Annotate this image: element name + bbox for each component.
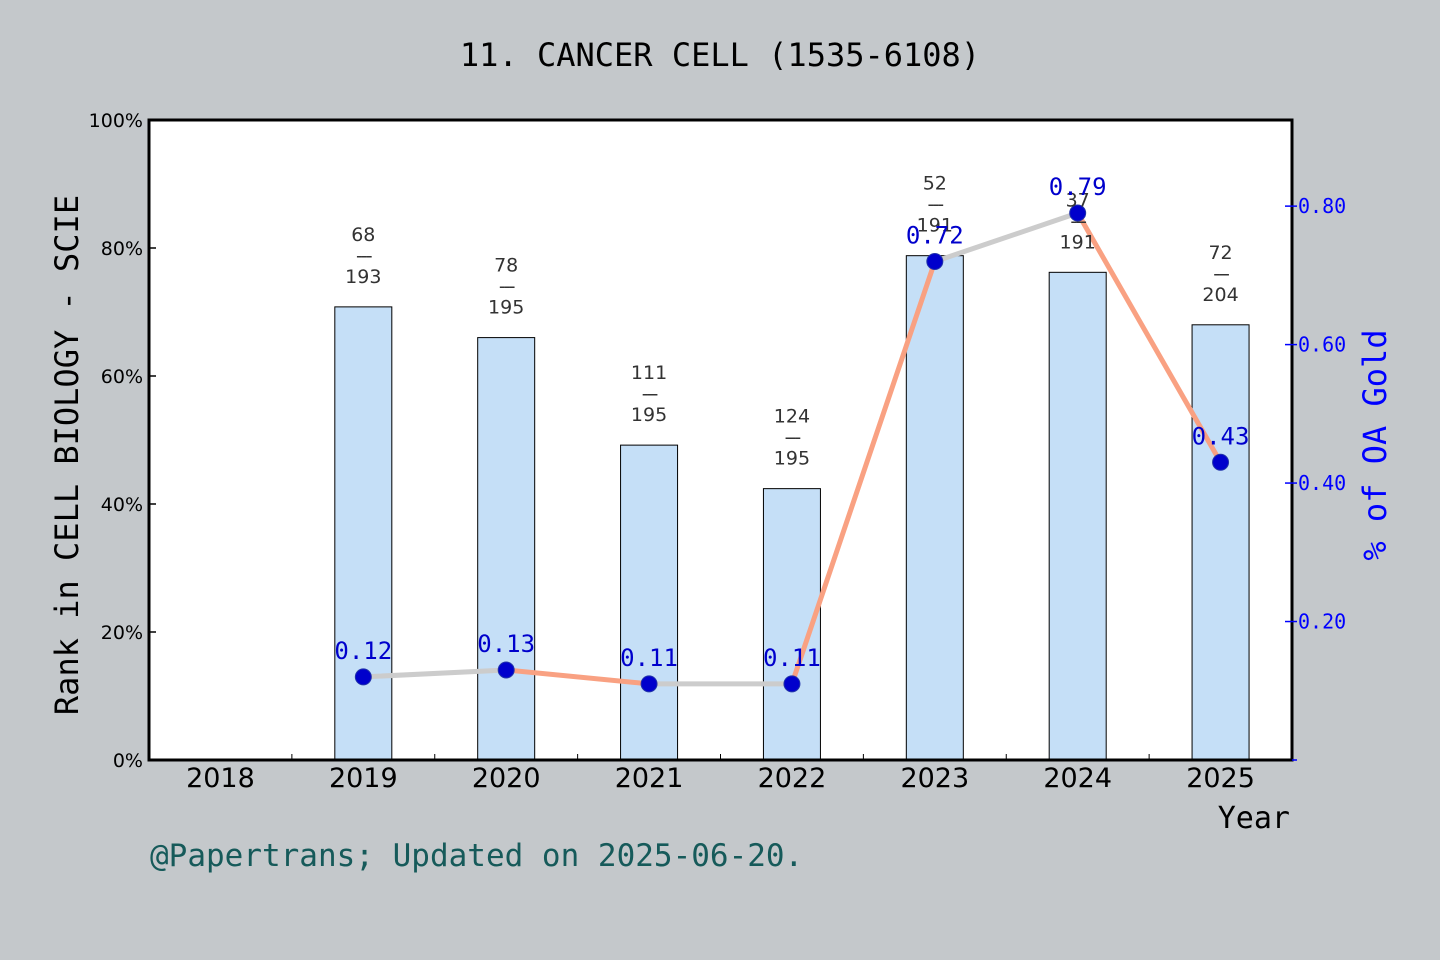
oa-line-segment-2023-2024 bbox=[932, 210, 1081, 265]
oa-value-label-2021: 0.11 bbox=[620, 644, 678, 672]
y-tick-label: 0% bbox=[113, 750, 143, 772]
x-tick-label-2022: 2022 bbox=[758, 763, 827, 794]
oa-value-label-2022: 0.11 bbox=[763, 644, 821, 672]
y2-tick-label: 0.20 bbox=[1298, 610, 1346, 634]
x-tick-label-2020: 2020 bbox=[472, 763, 541, 794]
rank-label-2019: 68 bbox=[351, 224, 375, 246]
x-tick-label-2025: 2025 bbox=[1186, 763, 1255, 794]
bar-2021 bbox=[620, 444, 679, 761]
rank-label-2025: 72 bbox=[1208, 242, 1232, 264]
y2-tick-label: 0.40 bbox=[1298, 471, 1346, 495]
fraction-bar-2019: --- bbox=[356, 245, 372, 267]
oa-line-segment-2019-2020 bbox=[360, 667, 509, 680]
total-label-2024: 191 bbox=[1060, 231, 1096, 253]
bar-2024 bbox=[1048, 271, 1107, 761]
bar-2023 bbox=[905, 255, 964, 761]
bar-2025 bbox=[1191, 324, 1250, 761]
x-tick-label-2018: 2018 bbox=[186, 763, 255, 794]
rank-label-2021: 111 bbox=[631, 362, 667, 384]
oa-value-label-2023: 0.72 bbox=[906, 222, 964, 250]
rank-label-2022: 124 bbox=[774, 406, 810, 428]
oa-value-label-2024: 0.79 bbox=[1049, 173, 1107, 201]
y-tick-label: 40% bbox=[101, 494, 143, 516]
plot-area bbox=[149, 120, 1292, 760]
fraction-bar-2024: --- bbox=[1070, 210, 1086, 232]
y2-axis-title: % of OA Gold bbox=[1356, 329, 1394, 560]
y2-tick-label: 0.60 bbox=[1298, 333, 1346, 357]
y-tick-label: 20% bbox=[101, 622, 143, 644]
x-tick-label-2024: 2024 bbox=[1043, 763, 1112, 794]
x-tick-label-2023: 2023 bbox=[900, 763, 969, 794]
oa-point-2022 bbox=[783, 675, 801, 693]
fraction-bar-2021: --- bbox=[642, 383, 658, 405]
total-label-2020: 195 bbox=[488, 297, 524, 319]
bar-2020 bbox=[477, 337, 536, 761]
oa-point-2024 bbox=[1069, 204, 1087, 222]
oa-point-2021 bbox=[640, 675, 658, 693]
oa-line-segment-2020-2021 bbox=[503, 667, 652, 687]
oa-line-segment-2024-2025 bbox=[1075, 210, 1224, 465]
bar-2019 bbox=[334, 306, 393, 761]
oa-line-segment-2022-2023 bbox=[789, 259, 938, 687]
total-label-2021: 195 bbox=[631, 404, 667, 426]
y-tick-label: 100% bbox=[89, 110, 143, 132]
fraction-bar-2022: --- bbox=[785, 427, 801, 449]
oa-value-label-2025: 0.43 bbox=[1192, 422, 1250, 450]
total-label-2025: 204 bbox=[1202, 284, 1238, 306]
x-tick-label-2021: 2021 bbox=[615, 763, 684, 794]
y-tick-label: 80% bbox=[101, 238, 143, 260]
chart-title: 11. CANCER CELL (1535-6108) bbox=[460, 36, 980, 74]
total-label-2019: 193 bbox=[345, 266, 381, 288]
rank-label-2020: 78 bbox=[494, 255, 518, 277]
fraction-bar-2023: --- bbox=[928, 194, 944, 216]
rank-label-2023: 52 bbox=[923, 173, 947, 195]
y-axis-title: Rank in CELL BIOLOGY - SCIE bbox=[48, 195, 86, 715]
fraction-bar-2020: --- bbox=[499, 276, 515, 298]
x-axis-title: Year bbox=[1218, 801, 1290, 836]
axes-layer: 0% 20% 40% 60% 80% 100% 0.20 0.40 0.60 0.80 2018 20… bbox=[89, 110, 1347, 794]
oa-gold-line-layer bbox=[354, 204, 1230, 693]
oa-point-2023 bbox=[926, 253, 944, 271]
y-tick-label: 60% bbox=[101, 366, 143, 388]
oa-point-2025 bbox=[1212, 453, 1230, 471]
oa-point-2019 bbox=[354, 668, 372, 686]
total-label-2023: 191 bbox=[917, 215, 953, 237]
x-tick-label-2019: 2019 bbox=[329, 763, 398, 794]
oa-point-2020 bbox=[497, 661, 515, 679]
oa-value-label-2019: 0.12 bbox=[334, 637, 392, 665]
rank-label-2024: 37 bbox=[1066, 189, 1090, 211]
total-label-2022: 195 bbox=[774, 448, 810, 470]
bars-layer bbox=[334, 255, 1250, 761]
oa-value-label-2020: 0.13 bbox=[477, 630, 535, 658]
fraction-bar-2025: --- bbox=[1213, 263, 1229, 285]
footer-note: @Papertrans; Updated on 2025-06-20. bbox=[150, 838, 803, 874]
y2-tick-label: 0.80 bbox=[1298, 194, 1346, 218]
